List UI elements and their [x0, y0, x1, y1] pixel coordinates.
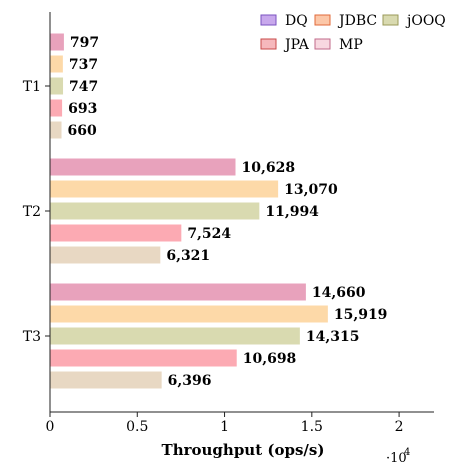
- bar-t1-jdbc: [50, 55, 63, 73]
- bar-t1-jpa: [50, 99, 63, 117]
- x-tick-label-4: 2: [395, 419, 404, 435]
- x-tick-label-2: 1: [220, 419, 229, 435]
- data-label-t3-jdbc: 15,919: [334, 307, 388, 323]
- legend-label-jooq: jOOQ: [405, 13, 446, 29]
- legend-swatch-jdbc: [314, 14, 331, 26]
- bar-t2-jdbc: [50, 180, 279, 198]
- bar-t3-dq: [50, 283, 306, 301]
- ticks-layer: [45, 85, 400, 417]
- bar-t2-mp: [50, 246, 161, 264]
- bars-layer: [50, 33, 328, 389]
- x-tick-label-0: 0: [46, 419, 55, 435]
- x-axis-title: Throughput (ops/s): [162, 441, 325, 459]
- x-scale-multiplier-base: ·10: [386, 451, 407, 466]
- data-label-t3-jooq: 14,315: [306, 329, 360, 345]
- data-label-t1-jooq: 747: [69, 79, 98, 95]
- legend: DQ JDBC jOOQ JPA MP: [260, 13, 446, 53]
- legend-swatch-dq: [260, 14, 277, 26]
- x-scale-multiplier: ·10 4: [386, 447, 410, 466]
- y-tick-label-t1: T1: [23, 79, 41, 95]
- labels-layer: 797 737 747 693 660 T1 10,628 13,070 11,994 7,524…: [23, 35, 404, 435]
- data-label-t1-dq: 797: [70, 35, 99, 51]
- data-label-t3-mp: 6,396: [168, 373, 212, 389]
- legend-label-mp: MP: [339, 37, 363, 53]
- legend-swatch-mp: [314, 38, 331, 50]
- data-label-t3-dq: 14,660: [312, 285, 366, 301]
- legend-label-jpa: JPA: [283, 37, 310, 53]
- legend-label-jdbc: JDBC: [337, 13, 377, 29]
- bar-t1-mp: [50, 121, 62, 139]
- data-label-t2-jooq: 11,994: [265, 204, 319, 220]
- bar-t3-jooq: [50, 327, 300, 345]
- bar-t2-dq: [50, 158, 236, 176]
- legend-swatch-jooq: [382, 14, 399, 26]
- x-tick-label-3: 1.5: [301, 419, 323, 435]
- data-label-t2-mp: 6,321: [166, 248, 210, 264]
- data-label-t2-jpa: 7,524: [187, 226, 231, 242]
- data-label-t3-jpa: 10,698: [243, 351, 297, 367]
- legend-label-dq: DQ: [285, 13, 308, 29]
- data-label-t2-dq: 10,628: [242, 160, 296, 176]
- data-label-t2-jdbc: 13,070: [284, 182, 338, 198]
- y-tick-label-t3: T3: [23, 329, 41, 345]
- axes-layer: [49, 12, 434, 413]
- data-label-t1-jdbc: 737: [69, 57, 98, 73]
- x-tick-label-1: 0.5: [126, 419, 148, 435]
- bar-t3-jdbc: [50, 305, 328, 323]
- bar-t1-jooq: [50, 77, 64, 95]
- bar-t2-jpa: [50, 224, 182, 242]
- bar-t3-mp: [50, 371, 162, 389]
- bar-t1-dq: [50, 33, 64, 51]
- data-label-t1-mp: 660: [68, 123, 97, 139]
- y-tick-label-t2: T2: [23, 204, 41, 220]
- bar-t3-jpa: [50, 349, 237, 367]
- bar-t2-jooq: [50, 202, 260, 220]
- data-label-t1-jpa: 693: [68, 101, 97, 117]
- legend-swatch-jpa: [260, 38, 277, 50]
- x-scale-multiplier-exponent: 4: [404, 447, 410, 458]
